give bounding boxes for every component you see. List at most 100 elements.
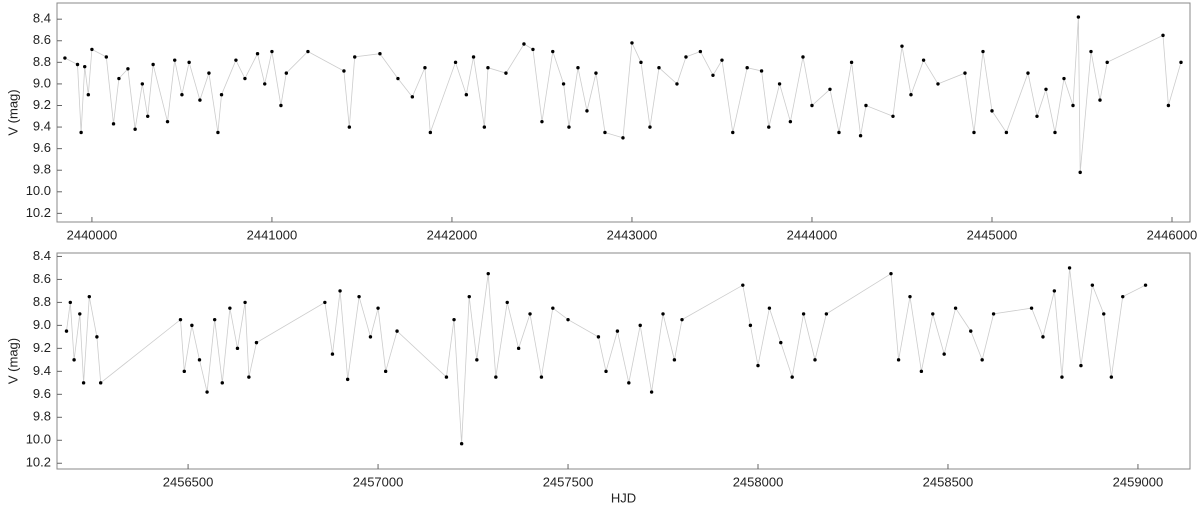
data-point — [205, 390, 209, 394]
data-point — [198, 98, 202, 102]
y-tick-label: 10.2 — [26, 205, 51, 220]
data-point — [81, 381, 86, 385]
data-point — [539, 375, 544, 379]
data-point — [1161, 33, 1165, 38]
data-point — [759, 69, 764, 73]
y-tick-label: 9.6 — [33, 140, 51, 155]
data-point — [931, 312, 935, 316]
data-point — [604, 369, 608, 374]
y-tick-label: 8.8 — [33, 54, 51, 69]
data-point — [813, 358, 817, 362]
x-tick-label: 2444000 — [787, 227, 838, 242]
data-point — [306, 49, 310, 54]
data-point — [353, 55, 357, 59]
data-point — [243, 300, 247, 305]
y-tick-label: 9.4 — [33, 119, 51, 134]
data-point — [672, 358, 677, 362]
data-point — [378, 52, 382, 56]
data-point — [711, 73, 715, 77]
data-point — [1071, 103, 1075, 108]
data-point — [566, 317, 570, 322]
data-point — [1121, 294, 1125, 299]
data-point — [207, 71, 211, 75]
data-point — [444, 375, 449, 379]
data-point — [684, 55, 688, 59]
y-tick-label: 10.0 — [26, 432, 51, 447]
data-point — [603, 130, 607, 135]
data-point — [963, 71, 967, 75]
data-point — [410, 95, 415, 99]
x-tick-label: 2446000 — [1147, 227, 1198, 242]
y-tick-label: 8.6 — [33, 271, 51, 286]
data-point — [1041, 335, 1045, 339]
data-point — [864, 103, 868, 108]
data-point — [745, 66, 749, 70]
data-point — [801, 55, 805, 59]
data-point — [767, 306, 772, 310]
data-point — [270, 49, 274, 54]
data-point — [936, 82, 940, 86]
y-tick-label: 9.8 — [33, 409, 51, 424]
data-point — [824, 312, 829, 316]
data-point — [615, 329, 620, 333]
x-tick-label: 2445000 — [967, 227, 1018, 242]
data-point — [216, 130, 220, 135]
data-point — [741, 283, 745, 287]
data-point — [1102, 312, 1106, 316]
y-tick-label: 9.4 — [33, 363, 51, 378]
data-point — [383, 369, 388, 374]
data-point — [657, 66, 661, 70]
data-point — [516, 346, 521, 351]
data-point — [471, 55, 476, 59]
data-point — [908, 294, 912, 299]
data-point — [98, 381, 103, 385]
connecting-line — [64, 16, 1182, 173]
data-point — [151, 62, 155, 67]
data-point — [661, 312, 665, 316]
data-point — [64, 329, 69, 333]
data-point — [486, 66, 490, 70]
data-point — [522, 42, 526, 46]
data-point — [889, 271, 893, 276]
data-point — [83, 64, 87, 69]
data-point — [453, 60, 458, 65]
data-point — [801, 312, 806, 316]
y-tick-label: 9.8 — [33, 162, 51, 177]
data-point — [680, 317, 684, 322]
data-point — [376, 306, 380, 310]
x-tick-label: 2440000 — [67, 227, 118, 242]
data-point — [146, 114, 150, 118]
data-point — [330, 352, 335, 356]
data-point — [1062, 76, 1066, 81]
x-tick-label: 2457500 — [543, 474, 594, 489]
data-point — [779, 340, 783, 345]
data-point — [991, 312, 996, 316]
data-point — [452, 317, 456, 322]
data-point — [190, 323, 194, 328]
y-tick-label: 10.0 — [26, 183, 51, 198]
data-point — [187, 60, 191, 65]
x-tick-label: 2458000 — [733, 474, 784, 489]
data-point — [182, 369, 186, 374]
data-point — [627, 381, 631, 385]
data-point — [981, 49, 985, 54]
data-point — [459, 442, 464, 446]
y-tick-label: 8.4 — [33, 11, 51, 26]
data-point — [111, 122, 116, 126]
data-point — [790, 375, 794, 379]
data-point — [197, 358, 202, 362]
data-point — [675, 82, 679, 86]
y-tick-label: 9.0 — [33, 75, 51, 90]
y-axis-label: V (mag) — [5, 338, 20, 384]
data-point — [576, 66, 580, 70]
y-tick-label: 8.6 — [33, 32, 51, 47]
data-point — [104, 55, 109, 59]
y-tick-label: 10.2 — [26, 455, 51, 470]
data-point — [467, 294, 471, 299]
data-point — [243, 76, 247, 81]
x-tick-label: 2457000 — [353, 474, 404, 489]
data-point — [68, 300, 72, 305]
x-tick-label: 2458500 — [923, 474, 974, 489]
data-point — [1053, 130, 1057, 135]
